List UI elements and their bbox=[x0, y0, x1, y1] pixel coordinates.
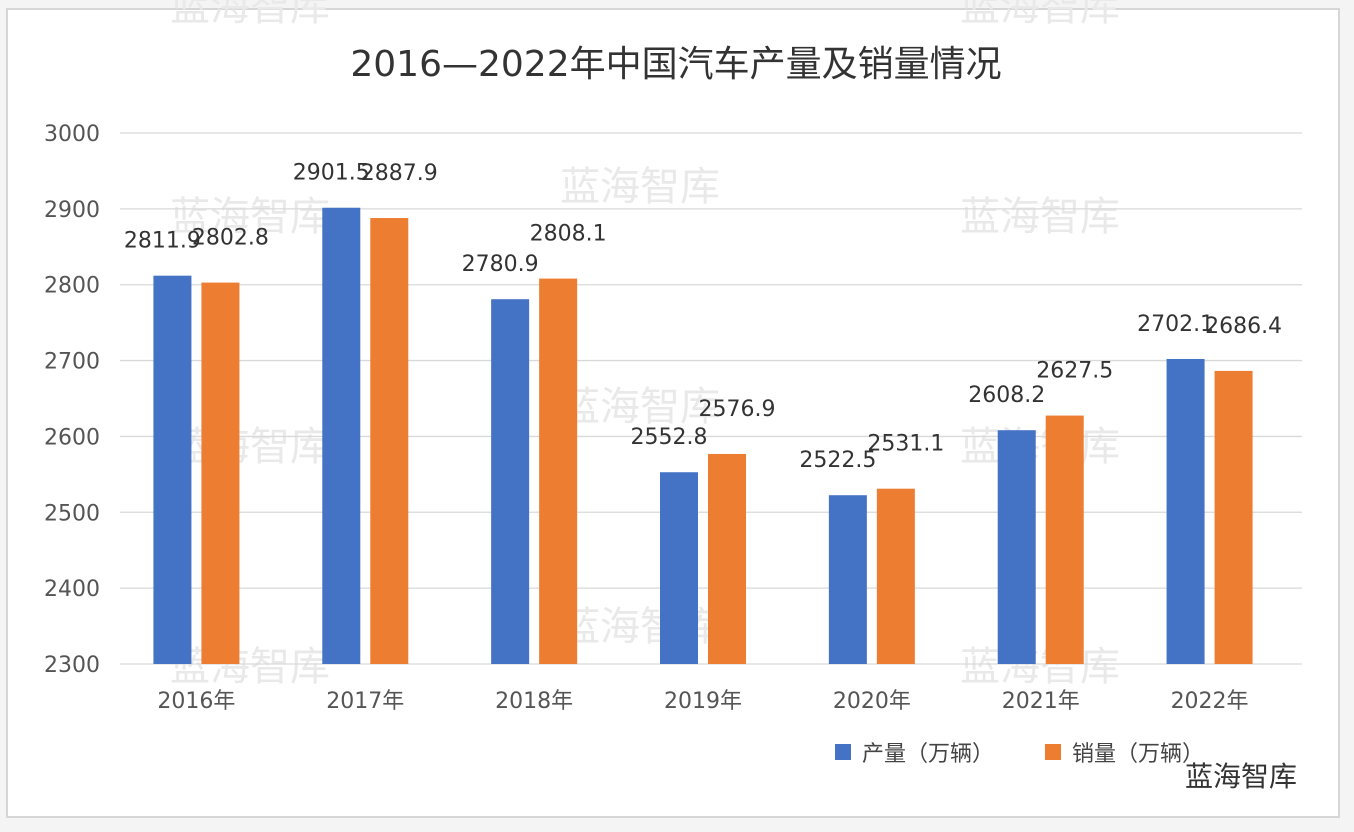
data-label: 2901.5 bbox=[293, 161, 370, 186]
y-tick-label: 2600 bbox=[44, 425, 100, 450]
legend-label: 产量（万辆） bbox=[862, 742, 994, 767]
bar-sales bbox=[1214, 370, 1253, 664]
legend-swatch bbox=[835, 744, 851, 760]
watermark-text: 蓝海智库 bbox=[560, 384, 720, 430]
chart-title: 2016—2022年中国汽车产量及销量情况 bbox=[350, 44, 1001, 85]
watermark-text: 蓝海智库 bbox=[170, 0, 330, 30]
x-tick-label: 2018年 bbox=[495, 689, 573, 714]
legend-label: 销量（万辆） bbox=[1072, 742, 1204, 767]
bar-sales bbox=[370, 218, 409, 664]
bar-production bbox=[828, 495, 867, 664]
bar-production bbox=[1166, 358, 1205, 664]
bar-production bbox=[660, 472, 698, 664]
data-label: 2686.4 bbox=[1205, 314, 1282, 339]
bars bbox=[153, 207, 1253, 664]
data-label: 2887.9 bbox=[361, 161, 438, 186]
watermark-text: 蓝海智库 bbox=[960, 194, 1120, 240]
data-label: 2627.5 bbox=[1036, 359, 1113, 384]
data-label: 2608.2 bbox=[968, 383, 1045, 408]
y-tick-label: 2500 bbox=[44, 501, 100, 526]
data-label: 2811.9 bbox=[124, 229, 201, 254]
data-label: 2522.5 bbox=[799, 448, 876, 473]
bar-sales bbox=[708, 453, 746, 664]
bar-sales bbox=[539, 278, 578, 664]
data-label: 2802.8 bbox=[192, 226, 269, 251]
bar-sales bbox=[876, 488, 915, 664]
data-label: 2780.9 bbox=[462, 252, 539, 277]
y-tick-label: 2700 bbox=[44, 350, 100, 375]
watermark-text: 蓝海智库 bbox=[960, 644, 1120, 690]
watermark-text: 蓝海智库 bbox=[560, 164, 720, 210]
x-tick-label: 2017年 bbox=[326, 689, 404, 714]
legend: 产量（万辆） 销量（万辆）蓝海智库 bbox=[835, 742, 1297, 793]
data-label: 2576.9 bbox=[699, 397, 776, 422]
data-label: 2808.1 bbox=[530, 222, 607, 247]
x-tick-label: 2020年 bbox=[833, 689, 911, 714]
x-tick-label: 2022年 bbox=[1171, 689, 1249, 714]
data-label: 2552.8 bbox=[631, 425, 708, 450]
watermark-logo-text: 蓝海智库 bbox=[1185, 760, 1297, 793]
y-tick-label: 2400 bbox=[44, 577, 100, 602]
y-tick-label: 2900 bbox=[44, 198, 100, 223]
x-tick-label: 2016年 bbox=[157, 689, 235, 714]
bar-production bbox=[322, 207, 361, 664]
bar-production bbox=[153, 275, 192, 664]
x-tick-label: 2021年 bbox=[1002, 689, 1080, 714]
watermark-text: 蓝海智库 bbox=[960, 0, 1120, 30]
x-tick-labels: 2016年 2017年 2018年 2019年 2020年 2021年 2022年 bbox=[157, 689, 1248, 714]
y-tick-label: 2300 bbox=[44, 653, 100, 678]
watermark-text: 蓝海智库 bbox=[170, 194, 330, 240]
y-tick-label: 3000 bbox=[44, 122, 100, 147]
bar-sales bbox=[201, 282, 240, 664]
gridlines: 2300 2400 2500 2600 2700 2800 2900 3000 bbox=[44, 122, 1302, 678]
bar-production bbox=[491, 299, 530, 664]
legend-swatch bbox=[1045, 744, 1061, 760]
y-tick-label: 2800 bbox=[44, 274, 100, 299]
data-label: 2531.1 bbox=[867, 432, 944, 457]
bar-production bbox=[997, 430, 1036, 664]
watermark-text: 蓝海智库 bbox=[170, 424, 330, 470]
data-label: 2702.1 bbox=[1137, 312, 1214, 337]
bar-sales bbox=[1045, 415, 1084, 664]
watermark-text: 蓝海智库 bbox=[960, 424, 1120, 470]
watermark-text: 蓝海智库 bbox=[170, 644, 330, 690]
x-tick-label: 2019年 bbox=[664, 689, 742, 714]
